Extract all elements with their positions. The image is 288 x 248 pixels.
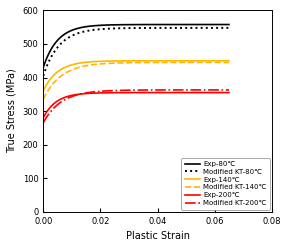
Modified KT-200℃ [227,89,231,92]
Exp-80℃ [123,23,127,26]
Modified KT-80℃ [186,26,190,29]
Exp-80℃ [60,34,64,37]
Modified KT-200℃ [190,89,193,92]
Modified KT-140℃ [190,61,193,64]
Exp-140℃ [123,59,127,62]
Exp-80℃ [41,66,45,69]
Modified KT-140℃ [227,61,231,64]
Line: Modified KT-140℃: Modified KT-140℃ [43,62,229,99]
Exp-80℃ [227,23,231,26]
Exp-140℃ [60,67,64,70]
Modified KT-140℃ [123,61,127,64]
Modified KT-80℃ [227,26,231,29]
Line: Exp-200℃: Exp-200℃ [43,93,229,118]
Modified KT-80℃ [117,27,120,30]
Line: Exp-140℃: Exp-140℃ [43,61,229,91]
Exp-200℃ [190,91,193,94]
Exp-140℃ [41,90,45,93]
Modified KT-200℃ [60,100,64,103]
Modified KT-140℃ [117,62,120,64]
Exp-140℃ [227,59,231,62]
Exp-200℃ [169,91,173,94]
Exp-140℃ [190,59,193,62]
Modified KT-200℃ [169,89,173,92]
Line: Exp-80℃: Exp-80℃ [43,25,229,67]
Modified KT-200℃ [186,89,190,92]
Exp-80℃ [117,23,120,26]
Modified KT-140℃ [169,61,173,64]
Exp-200℃ [117,91,120,94]
X-axis label: Plastic Strain: Plastic Strain [126,231,190,241]
Exp-200℃ [186,91,190,94]
Exp-80℃ [186,23,190,26]
Modified KT-200℃ [117,89,120,92]
Modified KT-80℃ [41,74,45,77]
Modified KT-80℃ [60,41,64,44]
Exp-80℃ [169,23,173,26]
Exp-140℃ [169,59,173,62]
Legend: Exp-80℃, Modified KT-80℃, Exp-140℃, Modified KT-140℃, Exp-200℃, Modified KT-200℃: Exp-80℃, Modified KT-80℃, Exp-140℃, Modi… [181,157,270,210]
Line: Modified KT-200℃: Modified KT-200℃ [43,90,229,123]
Exp-200℃ [41,116,45,119]
Modified KT-80℃ [123,27,127,30]
Modified KT-140℃ [60,74,64,77]
Y-axis label: True Stress (MPa): True Stress (MPa) [7,69,17,154]
Modified KT-80℃ [169,26,173,29]
Modified KT-200℃ [123,89,127,92]
Exp-140℃ [186,59,190,62]
Modified KT-140℃ [186,61,190,64]
Exp-200℃ [60,97,64,100]
Exp-140℃ [117,60,120,62]
Exp-200℃ [123,91,127,94]
Line: Modified KT-80℃: Modified KT-80℃ [43,28,229,76]
Exp-80℃ [190,23,193,26]
Modified KT-200℃ [41,121,45,124]
Exp-200℃ [227,91,231,94]
Modified KT-140℃ [41,98,45,101]
Modified KT-80℃ [190,26,193,29]
